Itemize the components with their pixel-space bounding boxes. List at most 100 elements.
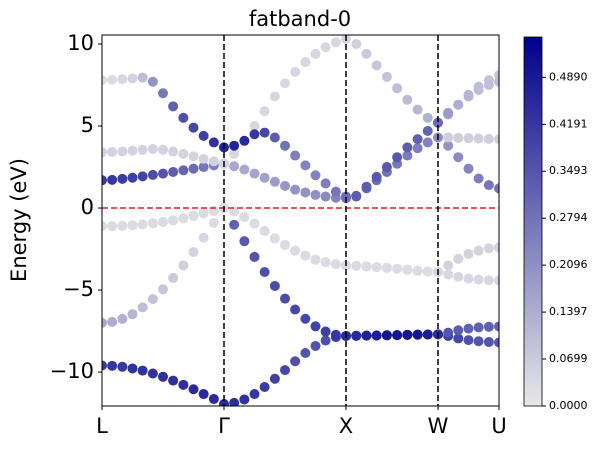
x-tick-label: U [491,414,506,438]
band-point [269,176,280,187]
x-tick-label: Γ [218,414,230,438]
band-point [259,381,270,392]
band-point [259,127,270,138]
band-point [137,219,148,230]
band-point [412,329,423,340]
band-point [198,208,209,219]
band-point [249,389,260,400]
band-point [229,140,240,151]
chart-title: fatband-0 [249,7,351,31]
band-point [494,134,499,145]
band-point [412,143,423,154]
band-point [494,337,499,348]
band-point [229,219,240,230]
plot-frame [101,34,500,407]
band-point [443,260,454,271]
band-point [443,132,454,143]
band-point [168,272,179,283]
band-point [239,135,250,146]
band-point [473,322,484,333]
band-point [147,294,158,305]
band-point [463,91,474,102]
band-point [320,257,331,268]
band-point [483,80,494,91]
band-point [137,144,148,155]
band-point [402,150,413,161]
band-point [290,304,301,315]
band-point [463,323,474,334]
band-point [300,348,311,359]
band-point [453,333,464,344]
band-point [422,125,433,136]
band-point [158,168,169,179]
band-point [117,220,128,231]
band-point [310,340,321,351]
y-tick-label: −10 [50,359,94,383]
band-point [290,356,301,367]
band-point [102,221,107,232]
band-point [371,171,382,182]
band-point [392,263,403,274]
band-point [494,321,499,332]
band-point [320,42,331,53]
band-point [239,236,250,247]
band-point [107,74,118,85]
band-point [351,39,362,50]
x-tick-label: W [428,414,449,438]
band-point [412,134,423,145]
band-point [463,335,474,346]
band-point [249,129,260,140]
band-point [259,172,270,183]
band-point [107,146,118,157]
band-point [178,148,189,159]
band-point [158,88,169,99]
band-point [453,325,464,336]
band-point [188,210,199,221]
band-point [310,189,321,200]
band-point [300,160,311,171]
band-point [330,186,341,197]
band-point [102,360,107,371]
band-point [259,267,270,278]
band-point [117,313,128,324]
colorbar-tick-label: 0.0000 [549,399,588,412]
band-point [188,122,199,133]
band-point [117,173,128,184]
band-point [494,76,499,87]
band-point [392,330,403,341]
x-tick-label: L [96,414,108,438]
band-point [269,280,280,291]
band-point [443,269,454,280]
band-point [198,153,209,164]
band-point [117,74,128,85]
band-point [269,132,280,143]
band-point [102,175,107,186]
band-point [463,133,474,144]
band-point [320,178,331,189]
colorbar-tick-label: 0.1397 [549,305,588,318]
band-point [259,225,270,236]
band-point [127,73,138,84]
band-point [249,121,260,132]
band-point [361,48,372,59]
band-point [280,140,291,151]
plot-area [102,35,499,406]
band-point [483,180,494,191]
band-point [473,274,484,285]
band-point [330,259,341,270]
band-point [473,84,484,95]
band-point [178,260,189,271]
colorbar-tick-label: 0.3493 [549,164,588,177]
band-point [158,371,169,382]
band-point [371,330,382,341]
band-point [137,171,148,182]
band-point [361,261,372,272]
band-point [300,313,311,324]
band-point [453,132,464,143]
band-point [102,147,107,158]
band-point [239,212,250,223]
band-point [178,213,189,224]
band-point [280,239,291,250]
band-point [453,271,464,282]
